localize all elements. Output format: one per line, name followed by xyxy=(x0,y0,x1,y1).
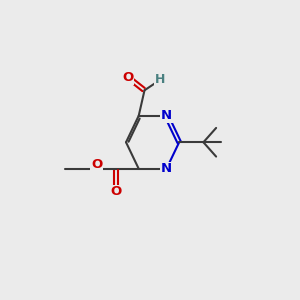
Text: O: O xyxy=(91,158,102,171)
Text: N: N xyxy=(161,109,172,122)
Text: H: H xyxy=(155,74,165,86)
Text: O: O xyxy=(110,185,121,198)
Text: N: N xyxy=(161,162,172,175)
Text: O: O xyxy=(122,71,134,84)
